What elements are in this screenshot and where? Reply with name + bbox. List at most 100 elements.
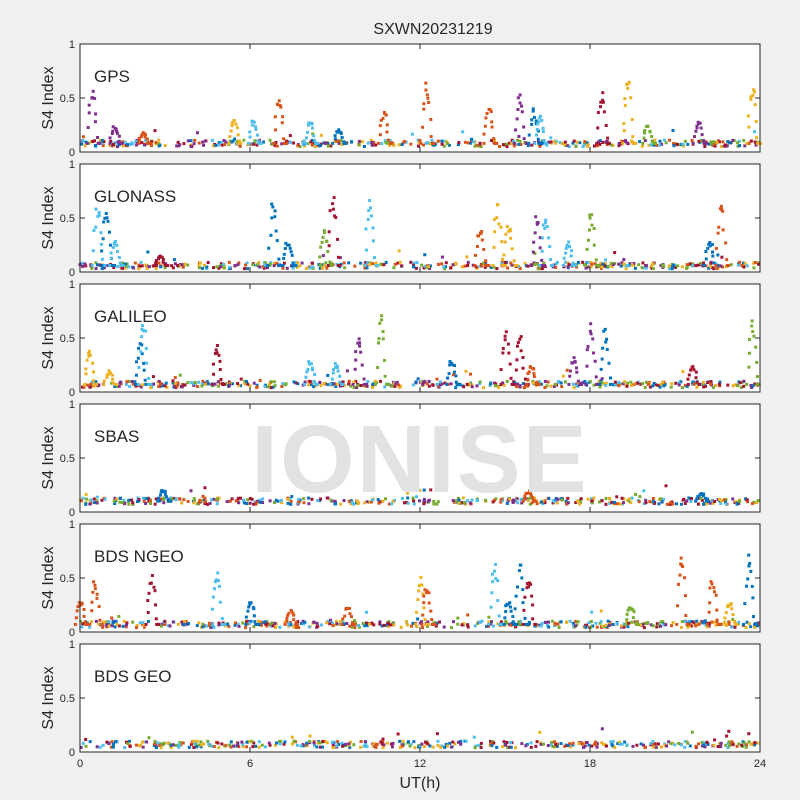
data-point xyxy=(452,620,456,624)
plot-area xyxy=(80,404,760,512)
spike-point xyxy=(380,314,384,318)
spike-point xyxy=(532,372,536,376)
data-point xyxy=(743,741,747,745)
data-point xyxy=(709,140,713,144)
spike-point xyxy=(708,601,712,605)
data-point xyxy=(663,743,667,747)
data-point xyxy=(276,499,280,503)
spike-point xyxy=(752,90,756,94)
data-point xyxy=(216,384,220,388)
data-point xyxy=(83,262,87,266)
data-point xyxy=(489,265,493,269)
data-point xyxy=(272,380,276,384)
spike-point xyxy=(596,126,600,130)
data-point xyxy=(274,743,278,747)
data-point xyxy=(737,139,741,143)
data-point xyxy=(195,385,199,389)
data-point xyxy=(106,624,110,628)
data-point xyxy=(193,381,197,385)
data-point xyxy=(422,502,426,506)
data-point xyxy=(196,502,200,506)
spike-point xyxy=(331,202,335,206)
data-point xyxy=(248,384,252,388)
spike-point xyxy=(311,368,315,372)
spike-point xyxy=(153,264,157,268)
data-point xyxy=(376,498,380,502)
data-point xyxy=(557,625,561,629)
data-point xyxy=(273,261,277,265)
data-point xyxy=(233,264,237,268)
data-point xyxy=(546,744,550,748)
spike-point xyxy=(218,359,222,363)
spike-point xyxy=(700,492,704,496)
data-point xyxy=(719,145,723,149)
data-point xyxy=(571,621,575,625)
data-point xyxy=(722,498,726,502)
data-point xyxy=(643,745,647,749)
data-point xyxy=(566,265,570,269)
data-point xyxy=(273,621,277,625)
data-point xyxy=(534,744,538,748)
data-point xyxy=(665,744,669,748)
spike-point xyxy=(502,622,506,626)
data-point xyxy=(137,498,141,502)
data-point xyxy=(518,385,522,389)
data-point xyxy=(154,497,158,501)
data-point xyxy=(447,143,451,147)
spike-point xyxy=(706,246,710,250)
spike-point xyxy=(369,206,373,210)
spike-point xyxy=(622,122,626,126)
spike-point xyxy=(306,130,310,134)
spike-point xyxy=(158,493,162,497)
data-point xyxy=(316,498,320,502)
data-point xyxy=(706,742,710,746)
data-point xyxy=(338,384,342,388)
spike-point xyxy=(502,253,506,257)
spike-point xyxy=(373,382,377,386)
spike-point xyxy=(490,120,494,124)
data-point xyxy=(138,621,142,625)
data-point xyxy=(153,502,157,506)
spike-point xyxy=(588,216,592,220)
data-point xyxy=(560,385,564,389)
data-point xyxy=(266,622,270,626)
data-point xyxy=(544,620,548,624)
spike-point xyxy=(223,622,227,626)
data-point xyxy=(350,501,354,505)
spike-point xyxy=(351,622,355,626)
data-point xyxy=(109,745,113,749)
spike-point xyxy=(276,103,280,107)
spike-point xyxy=(525,586,529,590)
data-point xyxy=(573,624,577,628)
data-point xyxy=(640,144,644,148)
spike-point xyxy=(540,118,544,122)
data-point xyxy=(203,496,207,500)
spike-point xyxy=(149,382,153,386)
data-point xyxy=(268,262,272,266)
data-point xyxy=(337,141,341,145)
data-point xyxy=(258,498,262,502)
data-point xyxy=(269,624,273,628)
data-point xyxy=(269,380,273,384)
data-point xyxy=(691,264,695,268)
spike-point xyxy=(289,609,293,613)
data-point xyxy=(245,740,249,744)
spike-point xyxy=(147,376,151,380)
data-point xyxy=(585,740,589,744)
spike-point xyxy=(338,264,342,268)
spike-point xyxy=(338,380,342,384)
data-point xyxy=(113,625,117,629)
spike-point xyxy=(755,622,759,626)
data-point xyxy=(589,265,593,269)
spike-point xyxy=(90,600,94,604)
data-point xyxy=(437,620,441,624)
data-point xyxy=(560,141,564,145)
spike-point xyxy=(109,243,113,247)
data-point xyxy=(736,141,740,145)
spike-point xyxy=(163,492,167,496)
data-point xyxy=(704,621,708,625)
data-point xyxy=(545,384,549,388)
spike-point xyxy=(529,582,533,586)
data-point xyxy=(487,620,491,624)
